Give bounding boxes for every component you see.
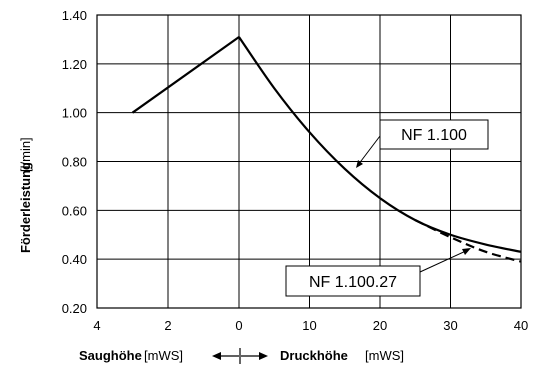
y-tick-label: 0.40 [62,252,87,267]
x-tick-label: 20 [373,318,387,333]
y-tick-label: 0.60 [62,203,87,218]
y-tick-labels: 0.20 0.40 0.60 0.80 1.00 1.20 1.40 [62,8,87,316]
series-line-nf-1100-pressure [238,36,522,253]
x-axis-unit-pressure: [mWS] [365,348,404,363]
series-layer [131,36,522,263]
x-tick-label: 10 [302,318,316,333]
y-tick-label: 0.20 [62,301,87,316]
y-tick-label: 0.80 [62,155,87,170]
plot-frame [96,14,522,309]
x-tick-label: 2 [164,318,171,333]
callout-box-nf-1100 [379,119,489,150]
grid [96,14,522,309]
x-axis-unit-suction: [mWS] [144,348,183,363]
callout-arrowhead-nf-1100 [356,160,363,168]
x-tick-label: 4 [93,318,100,333]
y-axis-label: Förderleistung [18,162,33,253]
callout-leader-nf-110027 [419,249,469,273]
x-axis-label-pressure: Druckhöhe [280,348,348,363]
direction-arrows-icon [212,348,268,364]
series-label-nf-1100: NF 1.100 [401,127,467,144]
x-tick-label: 0 [235,318,242,333]
callout-arrowhead-nf-110027 [462,248,471,255]
x-tick-label: 40 [514,318,528,333]
y-tick-label: 1.00 [62,106,87,121]
callout-leader-nf-1100 [357,135,381,166]
y-tick-label: 1.40 [62,8,87,23]
x-tick-labels: 4 2 0 10 20 30 40 [93,318,528,333]
callout-box-nf-110027 [285,265,421,297]
x-tick-label: 30 [443,318,457,333]
x-axis-label-suction: Saughöhe [79,348,142,363]
y-tick-label: 1.20 [62,57,87,72]
y-axis-unit: [l/min] [18,137,33,172]
series-label-nf-110027: NF 1.100.27 [309,274,397,291]
series-line-nf-1100-suction [131,36,240,114]
